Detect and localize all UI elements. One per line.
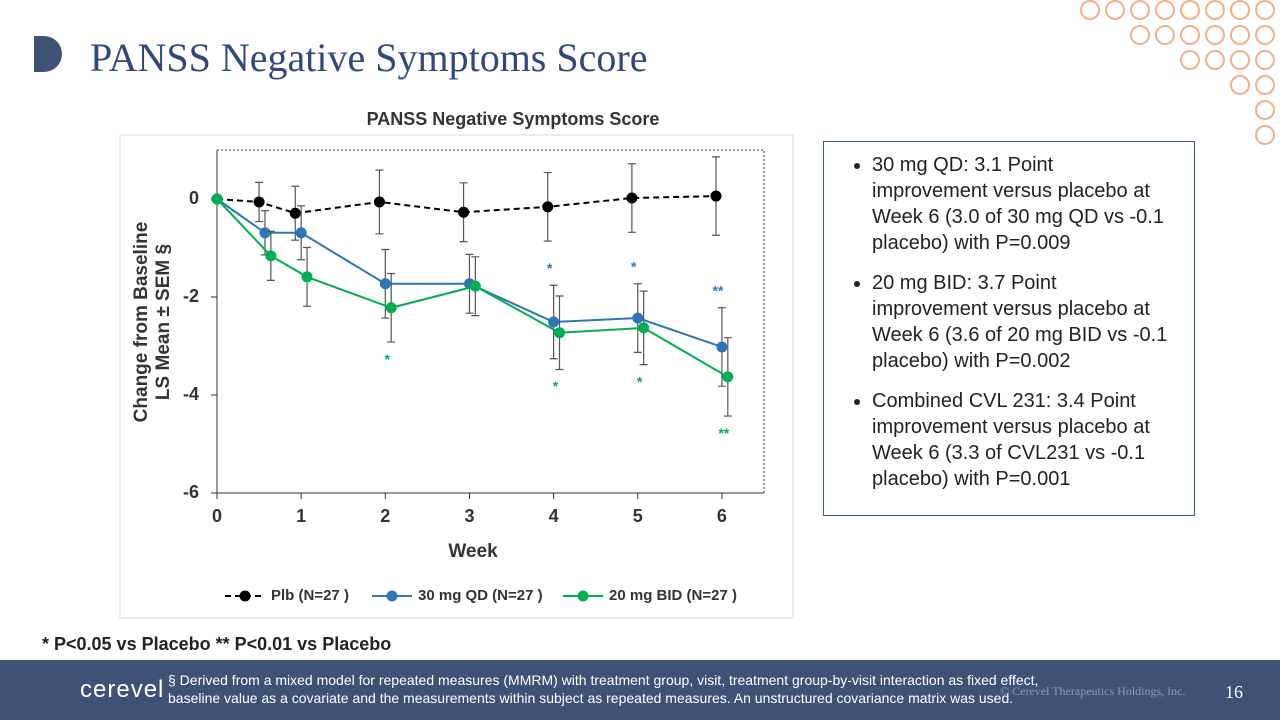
y-tick-label: -2 bbox=[183, 286, 199, 306]
title-marker bbox=[34, 36, 62, 72]
x-tick-label: 3 bbox=[464, 506, 474, 526]
significance-label: ** bbox=[712, 282, 723, 298]
bullet: 30 mg QD: 3.1 Point improvement versus p… bbox=[872, 152, 1174, 256]
footer-bar bbox=[0, 660, 1280, 720]
chart-title: PANSS Negative Symptoms Score bbox=[367, 109, 660, 129]
data-point bbox=[626, 192, 638, 204]
data-point bbox=[722, 371, 734, 383]
data-point bbox=[253, 196, 265, 208]
page-number: 16 bbox=[1225, 682, 1243, 702]
data-point bbox=[554, 327, 566, 339]
data-point bbox=[289, 207, 301, 219]
footnote: § Derived from a mixed model for repeate… bbox=[168, 672, 1039, 706]
callout-box: 30 mg QD: 3.1 Point improvement versus p… bbox=[823, 141, 1195, 516]
slide-title: PANSS Negative Symptoms Score bbox=[90, 35, 648, 80]
legend-marker bbox=[386, 590, 398, 602]
data-point bbox=[211, 193, 223, 205]
significance-label: * bbox=[384, 351, 390, 367]
y-tick-label: -6 bbox=[183, 482, 199, 502]
x-tick-label: 4 bbox=[549, 506, 559, 526]
data-point bbox=[548, 316, 560, 328]
data-point bbox=[632, 312, 644, 324]
bullet-list: 30 mg QD: 3.1 Point improvement versus p… bbox=[824, 152, 1194, 492]
y-tick-label: -4 bbox=[183, 384, 199, 404]
data-point bbox=[385, 302, 397, 314]
data-point bbox=[265, 250, 277, 262]
legend-marker bbox=[577, 590, 589, 602]
legend-marker bbox=[239, 590, 251, 602]
data-point bbox=[259, 227, 271, 239]
x-tick-label: 1 bbox=[296, 506, 306, 526]
data-point bbox=[710, 190, 722, 202]
logo: cerevel bbox=[80, 676, 165, 703]
legend-label: Plb (N=27 ) bbox=[271, 587, 349, 604]
data-point bbox=[638, 322, 650, 334]
y-axis-label: Change from Baseline bbox=[131, 222, 152, 423]
x-tick-label: 0 bbox=[212, 506, 222, 526]
data-point bbox=[301, 271, 313, 283]
bullet: Combined CVL 231: 3.4 Point improvement … bbox=[872, 388, 1174, 492]
significance-label: * bbox=[637, 373, 643, 389]
data-point bbox=[716, 341, 728, 353]
data-point bbox=[373, 196, 385, 208]
decor bbox=[1080, 0, 1275, 145]
x-tick-label: 5 bbox=[633, 506, 643, 526]
data-point bbox=[295, 227, 307, 239]
bullet: 20 mg BID: 3.7 Point improvement versus … bbox=[872, 270, 1174, 374]
data-point bbox=[379, 278, 391, 290]
plot-border bbox=[217, 149, 765, 493]
significance-label: * bbox=[547, 260, 553, 276]
chart-frame bbox=[119, 134, 794, 619]
significance-label: * bbox=[631, 258, 637, 274]
x-tick-label: 6 bbox=[717, 506, 727, 526]
x-tick-label: 2 bbox=[380, 506, 390, 526]
data-point bbox=[469, 280, 481, 292]
y-tick-label: 0 bbox=[189, 188, 199, 208]
series-line bbox=[216, 198, 729, 378]
series-line bbox=[216, 195, 717, 215]
significance-label: * bbox=[553, 378, 559, 394]
y-axis-label: LS Mean ± SEM § bbox=[153, 244, 174, 400]
legend-label: 30 mg QD (N=27 ) bbox=[418, 587, 543, 604]
legend-label: 20 mg BID (N=27 ) bbox=[609, 587, 737, 604]
data-point bbox=[458, 206, 470, 218]
significance-label: ** bbox=[718, 425, 729, 441]
copyright: © Cerevel Therapeutics Holdings, Inc. bbox=[1000, 684, 1186, 698]
significance-note: * P<0.05 vs Placebo ** P<0.01 vs Placebo bbox=[42, 634, 392, 654]
x-axis-label: Week bbox=[448, 541, 498, 562]
data-point bbox=[542, 201, 554, 213]
